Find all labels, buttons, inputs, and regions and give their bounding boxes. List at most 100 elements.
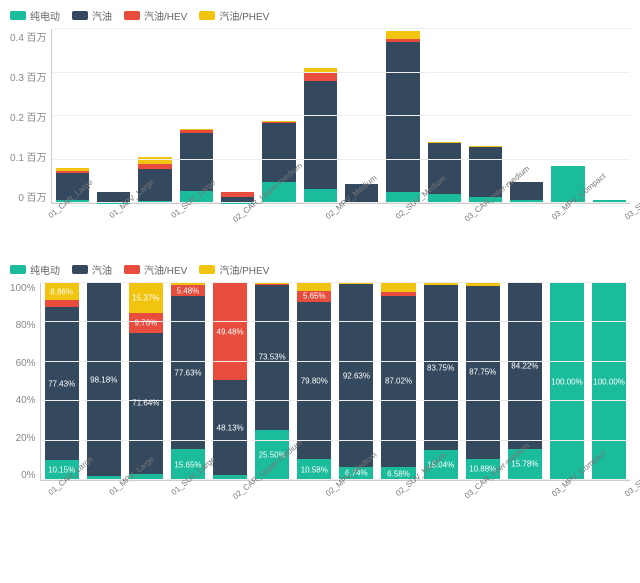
- bottom-y-axis: 100% 80% 60% 40% 20% 0%: [10, 283, 40, 481]
- bar[interactable]: [138, 29, 171, 203]
- y-tick-label: 60%: [16, 358, 36, 369]
- grid-line: [52, 28, 630, 29]
- bar[interactable]: 71.64%9.76%15.37%: [129, 283, 163, 480]
- bar-segment-label: 79.80%: [297, 376, 331, 385]
- bar[interactable]: 100.00%: [550, 283, 584, 480]
- bar-segment: 49.48%: [213, 283, 247, 380]
- bar[interactable]: [551, 29, 584, 203]
- y-tick-label: 0 百万: [18, 189, 46, 204]
- bar[interactable]: [386, 29, 419, 203]
- grid-line: [41, 282, 630, 283]
- legend-item[interactable]: 汽油/PHEV: [199, 262, 269, 277]
- bottom-bars: 10.15%77.43%8.86%98.18%71.64%9.76%15.37%…: [41, 283, 630, 480]
- legend-item[interactable]: 汽油: [72, 262, 112, 277]
- top-y-axis: 0.4 百万0.3 百万0.2 百万0.1 百万0 百万: [10, 29, 51, 204]
- bar-segment: [466, 283, 500, 286]
- bar-segment: [469, 146, 502, 147]
- legend-item[interactable]: 汽油/HEV: [124, 8, 187, 23]
- bar-segment-label: 92.63%: [339, 371, 373, 380]
- bar-segment: [171, 283, 205, 285]
- legend-label: 汽油: [92, 262, 112, 277]
- bar[interactable]: 10.88%87.75%: [466, 283, 500, 480]
- legend-swatch: [10, 265, 26, 274]
- bar-segment-label: 84.22%: [508, 361, 542, 370]
- bar[interactable]: 6.74%92.63%: [339, 283, 373, 480]
- bar-segment-label: 5.48%: [171, 286, 205, 295]
- y-tick-label: 0.1 百万: [10, 149, 47, 164]
- grid-line: [52, 115, 630, 116]
- legend-swatch: [124, 265, 140, 274]
- grid-line: [41, 440, 630, 441]
- bar-segment-label: 100.00%: [592, 377, 626, 386]
- top-chart: 纯电动汽油汽油/HEV汽油/PHEV 0.4 百万0.3 百万0.2 百万0.1…: [0, 0, 640, 254]
- bar-segment: 5.48%: [171, 285, 205, 296]
- legend-item[interactable]: 汽油/HEV: [124, 262, 187, 277]
- bar[interactable]: [469, 29, 502, 203]
- bar-segment: [424, 283, 458, 285]
- bar[interactable]: [180, 29, 213, 203]
- y-tick-label: 100%: [10, 283, 36, 294]
- bottom-plot: 100%80%60%40%20%0% 10.15%77.43%8.86%98.1…: [10, 283, 630, 481]
- bar-segment: [304, 73, 337, 81]
- bar[interactable]: [221, 29, 254, 203]
- bar-segment: [56, 168, 89, 171]
- bar-segment: 83.75%: [424, 285, 458, 450]
- legend-label: 汽油/PHEV: [219, 8, 269, 23]
- legend-label: 汽油/PHEV: [219, 262, 269, 277]
- bar-segment-label: 87.02%: [381, 377, 415, 386]
- bar-segment-label: 83.75%: [424, 363, 458, 372]
- bar-segment: 8.86%: [45, 283, 79, 300]
- bar-segment-label: 98.18%: [87, 375, 121, 384]
- legend-label: 纯电动: [30, 262, 60, 277]
- top-bars: [52, 29, 630, 203]
- bar-segment-label: 48.13%: [213, 423, 247, 432]
- legend-swatch: [10, 11, 26, 20]
- bottom-bars-area: 10.15%77.43%8.86%98.18%71.64%9.76%15.37%…: [40, 283, 630, 481]
- bar[interactable]: 48.13% 49.48%: [213, 283, 247, 480]
- bar-segment-label: 100.00%: [550, 377, 584, 386]
- y-tick-label: 0%: [21, 470, 35, 481]
- bar-segment: [428, 142, 461, 143]
- y-tick-label: 20%: [16, 433, 36, 444]
- bar-segment: [381, 283, 415, 292]
- bar-segment: [45, 300, 79, 307]
- bar[interactable]: 15.65%77.63%5.48%: [171, 283, 205, 480]
- bar-segment: [255, 283, 289, 284]
- y-tick-label: 80%: [16, 320, 36, 331]
- bar-segment: [255, 284, 289, 285]
- grid-line: [41, 361, 630, 362]
- legend-item[interactable]: 纯电动: [10, 262, 60, 277]
- bar[interactable]: 6.58%87.02%: [381, 283, 415, 480]
- bar-segment-label: 8.86%: [45, 287, 79, 296]
- legend-label: 汽油/HEV: [144, 8, 187, 23]
- legend-swatch: [72, 265, 88, 274]
- bar-segment: [180, 129, 213, 130]
- bar[interactable]: 10.15%77.43%8.86%: [45, 283, 79, 480]
- bar-segment: 77.63%: [171, 296, 205, 449]
- legend-swatch: [124, 11, 140, 20]
- grid-line: [41, 321, 630, 322]
- bar[interactable]: [56, 29, 89, 203]
- legend-item[interactable]: 纯电动: [10, 8, 60, 23]
- legend-label: 纯电动: [30, 8, 60, 23]
- grid-line: [52, 72, 630, 73]
- bar[interactable]: 98.18%: [87, 283, 121, 480]
- legend-item[interactable]: 汽油: [72, 8, 112, 23]
- bar-segment: [386, 42, 419, 192]
- bar[interactable]: [97, 29, 130, 203]
- legend-swatch: [199, 11, 215, 20]
- legend-label: 汽油: [92, 8, 112, 23]
- y-tick-label: 0.2 百万: [10, 109, 47, 124]
- bar-segment-label: 77.43%: [45, 379, 79, 388]
- bar-segment-label: 9.76%: [129, 318, 163, 327]
- top-bars-area: [51, 29, 630, 204]
- legend-item[interactable]: 汽油/PHEV: [199, 8, 269, 23]
- bar-segment-label: 5.65%: [297, 292, 331, 301]
- y-tick-label: 40%: [16, 395, 36, 406]
- bar-segment: [339, 283, 373, 284]
- bar-segment: [386, 39, 419, 42]
- bar-segment-label: 87.75%: [466, 368, 500, 377]
- y-tick-label: 0.4 百万: [10, 29, 47, 44]
- bar-segment: 48.13%: [213, 380, 247, 475]
- bar-segment: 15.37%: [129, 283, 163, 313]
